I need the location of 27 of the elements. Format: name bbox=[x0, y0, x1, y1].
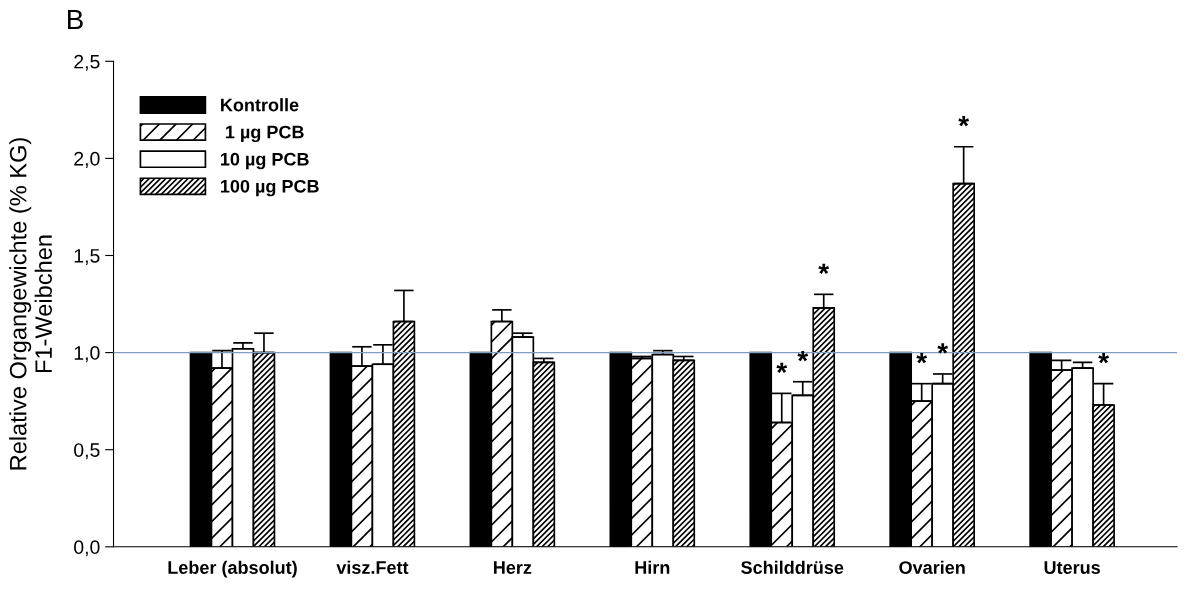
legend-label: 1 µg PCB bbox=[226, 125, 304, 143]
legend-label: Kontrolle bbox=[221, 98, 299, 112]
x-tick-label: Leber (absolut) bbox=[168, 560, 297, 578]
y-tick-label: 0,5 bbox=[74, 443, 100, 460]
chart-title: B bbox=[68, 9, 83, 30]
x-tick-label: Uterus bbox=[1044, 561, 1100, 574]
y-tick-label: 1,5 bbox=[74, 249, 100, 266]
data-label: * bbox=[818, 263, 830, 274]
legend-label: 10 µg PCB bbox=[220, 152, 309, 170]
x-tick-label: Herz bbox=[494, 561, 532, 574]
data-label: * bbox=[1098, 352, 1109, 364]
data-label: * bbox=[916, 352, 928, 364]
y-axis-title: Relative Organgewichte (% KG) F1-Weibchen bbox=[9, 138, 52, 470]
x-tick-label: Ovarien bbox=[899, 560, 965, 574]
y-tick-label: 2,0 bbox=[74, 151, 100, 168]
y-tick-label: 2,5 bbox=[74, 54, 100, 71]
data-label: * bbox=[776, 362, 788, 374]
x-tick-label: Schilddrüse bbox=[741, 560, 844, 574]
y-tick-label: 0,0 bbox=[74, 540, 100, 557]
x-tick-label: Hirn bbox=[635, 560, 670, 574]
y-tick-label: 1,0 bbox=[74, 346, 100, 363]
x-tick-label: visz.Fett bbox=[336, 560, 409, 574]
bar bbox=[469, 351, 493, 547]
data-label: * bbox=[797, 351, 809, 362]
data-label: * bbox=[937, 343, 949, 354]
legend-label: 100 µg PCB bbox=[220, 179, 319, 197]
data-label: * bbox=[958, 116, 970, 127]
